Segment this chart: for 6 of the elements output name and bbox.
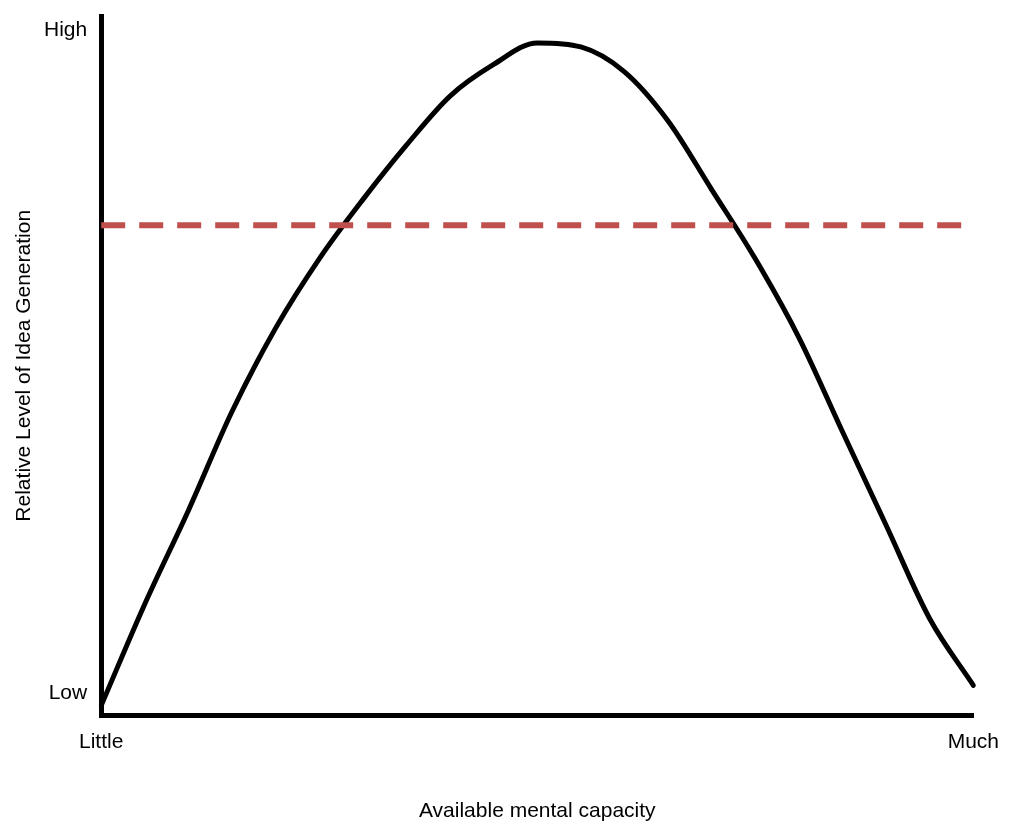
x-tick-label: Much: [947, 729, 999, 752]
text: High: [44, 16, 88, 40]
y-axis-title: Relative Level of Idea Generation: [11, 209, 35, 522]
x-tick-label: Little: [79, 729, 124, 752]
text: Low: [48, 680, 89, 704]
x-axis-title: Available mental capacity: [418, 798, 657, 822]
